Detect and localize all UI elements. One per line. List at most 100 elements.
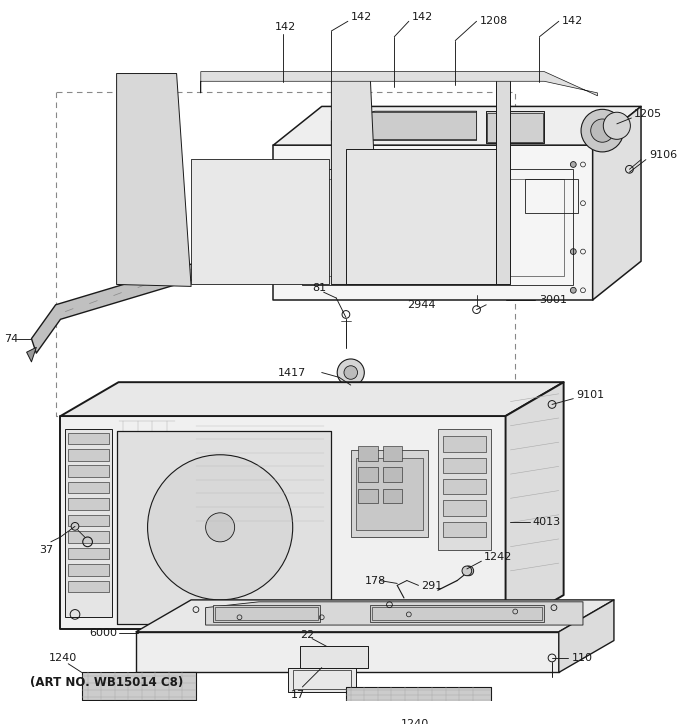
- Bar: [383, 489, 402, 503]
- Polygon shape: [205, 602, 583, 625]
- Circle shape: [571, 161, 576, 167]
- Text: 6000: 6000: [90, 628, 118, 638]
- Text: 4013: 4013: [532, 518, 561, 528]
- Bar: [383, 446, 402, 460]
- Text: 142: 142: [562, 16, 583, 26]
- Circle shape: [603, 112, 630, 139]
- Bar: [358, 446, 378, 460]
- Circle shape: [571, 287, 576, 293]
- Bar: [372, 607, 543, 620]
- Bar: [443, 521, 486, 537]
- Circle shape: [285, 239, 291, 245]
- Bar: [68, 564, 109, 576]
- Bar: [443, 500, 486, 515]
- Text: 142: 142: [351, 12, 372, 22]
- Polygon shape: [346, 687, 491, 702]
- Bar: [487, 113, 543, 142]
- Bar: [278, 161, 296, 172]
- Bar: [278, 195, 296, 207]
- Circle shape: [449, 248, 484, 284]
- Circle shape: [571, 248, 576, 254]
- Bar: [443, 479, 486, 494]
- Text: 17: 17: [291, 690, 305, 699]
- Polygon shape: [116, 74, 191, 287]
- Polygon shape: [301, 647, 368, 668]
- Bar: [443, 458, 486, 473]
- Polygon shape: [331, 111, 477, 140]
- Polygon shape: [136, 632, 559, 673]
- Polygon shape: [191, 159, 330, 285]
- Circle shape: [344, 366, 358, 379]
- Text: (ART NO. WB15014 C8): (ART NO. WB15014 C8): [29, 675, 183, 689]
- Polygon shape: [288, 668, 356, 692]
- Circle shape: [285, 161, 291, 167]
- Polygon shape: [201, 72, 598, 96]
- Polygon shape: [61, 382, 564, 416]
- Circle shape: [148, 455, 292, 600]
- Polygon shape: [486, 111, 544, 143]
- Text: 291: 291: [422, 581, 443, 592]
- Circle shape: [464, 566, 474, 576]
- Bar: [68, 531, 109, 543]
- Bar: [292, 670, 351, 689]
- Circle shape: [591, 119, 614, 142]
- Polygon shape: [593, 106, 641, 300]
- Text: 178: 178: [365, 576, 386, 586]
- Polygon shape: [346, 149, 496, 285]
- Bar: [525, 179, 578, 213]
- Text: 9106: 9106: [649, 150, 677, 160]
- Bar: [278, 178, 296, 190]
- Text: 22: 22: [301, 630, 315, 640]
- Polygon shape: [505, 382, 564, 629]
- Bar: [68, 449, 109, 460]
- Text: 81: 81: [312, 283, 326, 293]
- Bar: [358, 489, 378, 503]
- Bar: [312, 179, 564, 276]
- Text: 142: 142: [275, 22, 296, 32]
- Polygon shape: [273, 145, 593, 300]
- Text: 1240: 1240: [401, 719, 429, 724]
- Bar: [351, 450, 428, 537]
- Bar: [356, 458, 424, 530]
- Text: 9101: 9101: [576, 390, 605, 400]
- Bar: [443, 437, 486, 452]
- Text: 1205: 1205: [634, 109, 662, 119]
- Text: 142: 142: [411, 12, 433, 22]
- Text: 110: 110: [571, 653, 592, 663]
- Polygon shape: [31, 247, 254, 353]
- Bar: [438, 429, 491, 550]
- Bar: [333, 112, 475, 139]
- Text: 1242: 1242: [484, 552, 513, 563]
- Polygon shape: [27, 348, 36, 362]
- Circle shape: [71, 523, 79, 530]
- Circle shape: [337, 359, 364, 386]
- Bar: [216, 607, 318, 620]
- Bar: [68, 581, 109, 592]
- Circle shape: [205, 513, 235, 542]
- Bar: [358, 467, 378, 482]
- Circle shape: [285, 278, 291, 284]
- Polygon shape: [559, 600, 614, 673]
- Polygon shape: [61, 416, 505, 629]
- Bar: [68, 466, 109, 477]
- Circle shape: [462, 566, 472, 576]
- Bar: [68, 547, 109, 559]
- Text: 1240: 1240: [49, 653, 77, 663]
- Bar: [214, 605, 320, 622]
- Polygon shape: [82, 673, 196, 699]
- Text: 37: 37: [39, 544, 53, 555]
- Text: 2944: 2944: [407, 300, 435, 310]
- Bar: [383, 467, 402, 482]
- Polygon shape: [496, 74, 511, 285]
- Text: 1208: 1208: [479, 16, 508, 26]
- Polygon shape: [331, 74, 380, 285]
- Bar: [68, 515, 109, 526]
- Circle shape: [581, 109, 624, 152]
- Text: 1417: 1417: [278, 368, 307, 377]
- Text: 3001: 3001: [539, 295, 567, 305]
- Bar: [65, 429, 112, 618]
- Bar: [68, 432, 109, 444]
- Bar: [68, 498, 109, 510]
- Bar: [370, 605, 544, 622]
- Polygon shape: [273, 106, 641, 145]
